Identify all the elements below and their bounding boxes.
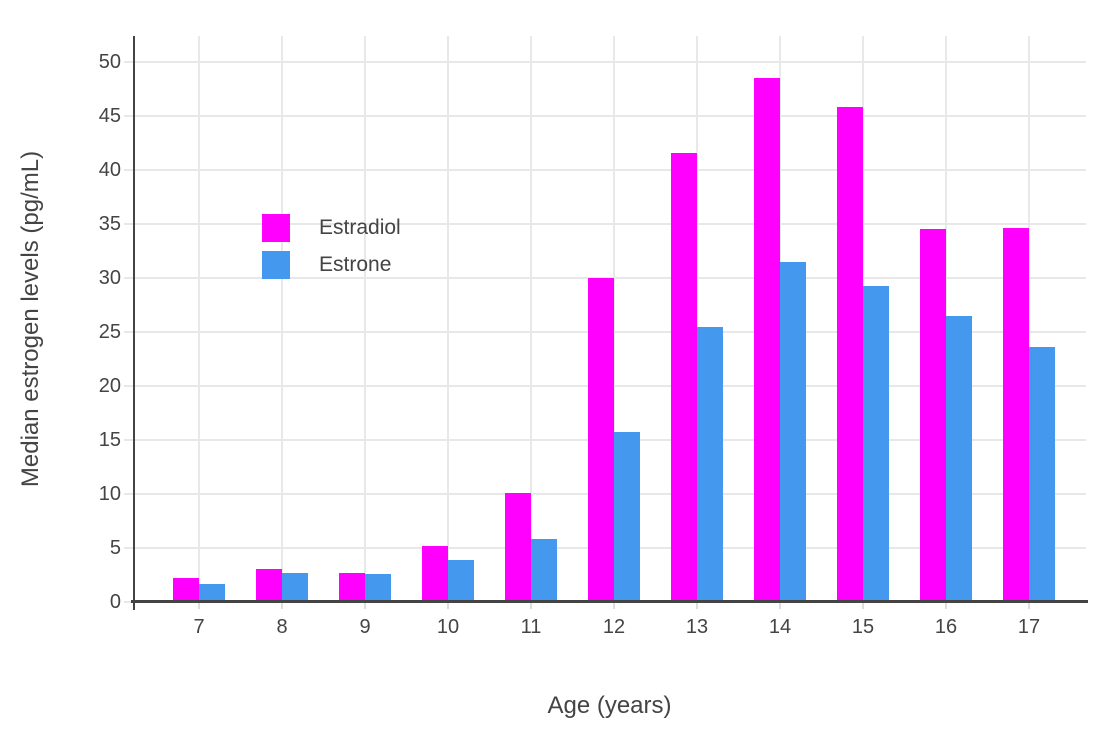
- bar-estradiol-age-16: [920, 229, 946, 602]
- y-tick-label: 5: [109, 536, 121, 559]
- y-gridline: [133, 114, 1086, 117]
- x-tick-mark: [696, 602, 698, 609]
- x-axis-line: [131, 600, 1088, 603]
- bar-estrone-age-15: [863, 285, 889, 602]
- y-tick-label: 30: [98, 266, 121, 289]
- y-tick-mark: [124, 222, 133, 225]
- legend: Estradiol Estrone: [262, 214, 401, 288]
- x-tick-mark: [530, 602, 532, 609]
- legend-label: Estradiol: [319, 216, 401, 239]
- bar-estrone-age-17: [1029, 347, 1055, 602]
- bar-estradiol-age-9: [339, 572, 365, 602]
- x-gridline: [1028, 36, 1030, 602]
- x-tick-label: 13: [685, 616, 709, 638]
- x-tick-label: 15: [851, 616, 875, 638]
- x-gridline: [198, 36, 200, 602]
- y-tick-mark: [124, 330, 133, 333]
- x-tick-mark: [1028, 602, 1030, 609]
- x-tick-label: 12: [602, 616, 626, 638]
- y-tick-mark: [124, 546, 133, 549]
- y-tick-mark: [124, 438, 133, 441]
- x-tick-label: 11: [520, 616, 542, 638]
- bar-estrone-age-7: [199, 583, 225, 602]
- y-gridline: [133, 168, 1086, 171]
- y-tick-mark: [124, 60, 133, 63]
- bar-estradiol-age-13: [671, 152, 697, 602]
- bar-estradiol-age-15: [837, 107, 863, 602]
- y-tick-mark: [124, 601, 133, 603]
- x-gridline: [696, 36, 698, 602]
- legend-label: Estrone: [319, 253, 392, 276]
- x-tick-label: 10: [436, 616, 460, 638]
- y-axis-line: [133, 36, 135, 602]
- y-axis-origin-tick: [133, 602, 135, 610]
- x-gridline: [364, 36, 366, 602]
- legend-item-estrone[interactable]: Estrone: [262, 251, 401, 279]
- bar-estradiol-age-14: [754, 78, 780, 602]
- y-tick-label: 35: [98, 212, 121, 235]
- y-tick-label: 15: [98, 428, 121, 451]
- legend-swatch-estrone-icon: [262, 251, 290, 279]
- y-tick-label: 10: [98, 482, 121, 505]
- x-tick-mark: [447, 602, 449, 609]
- x-tick-mark: [862, 602, 864, 609]
- x-tick-label: 8: [276, 616, 288, 638]
- x-tick-mark: [779, 602, 781, 609]
- bar-estrone-age-12: [614, 432, 640, 602]
- bar-estradiol-age-11: [505, 492, 531, 602]
- x-gridline: [613, 36, 615, 602]
- legend-item-estradiol[interactable]: Estradiol: [262, 214, 401, 242]
- y-gridline: [133, 222, 1086, 225]
- y-tick-label: 40: [98, 158, 121, 181]
- y-tick-mark: [124, 492, 133, 495]
- x-tick-mark: [945, 602, 947, 609]
- y-tick-label: 50: [98, 50, 121, 73]
- y-axis-title: Median estrogen levels (pg/mL): [17, 150, 44, 488]
- x-tick-label: 14: [768, 616, 792, 638]
- bar-estradiol-age-12: [588, 277, 614, 602]
- x-gridline: [530, 36, 532, 602]
- x-tick-mark: [198, 602, 200, 609]
- y-tick-mark: [124, 114, 133, 117]
- bar-estrone-age-16: [946, 315, 972, 602]
- bar-estrone-age-10: [448, 559, 474, 602]
- x-tick-mark: [281, 602, 283, 609]
- x-gridline: [447, 36, 449, 602]
- x-tick-label: 9: [359, 616, 371, 638]
- y-tick-mark: [124, 168, 133, 171]
- x-tick-mark: [364, 602, 366, 609]
- bar-estradiol-age-10: [422, 545, 448, 602]
- y-tick-label: 20: [98, 374, 121, 397]
- x-gridline: [281, 36, 283, 602]
- bar-estradiol-age-17: [1003, 228, 1029, 602]
- x-tick-label: 7: [193, 616, 205, 638]
- y-tick-mark: [124, 384, 133, 387]
- bar-estrone-age-14: [780, 261, 806, 602]
- x-tick-mark: [613, 602, 615, 609]
- y-tick-label: 25: [98, 320, 121, 343]
- bar-estrone-age-13: [697, 326, 723, 602]
- legend-swatch-estradiol-icon: [262, 214, 290, 242]
- x-axis-title: Age (years): [547, 692, 672, 719]
- y-gridline: [133, 60, 1086, 63]
- bar-estrone-age-8: [282, 572, 308, 602]
- y-tick-label: 0: [109, 591, 121, 613]
- x-tick-label: 17: [1017, 616, 1041, 638]
- bar-estrone-age-11: [531, 539, 557, 602]
- y-tick-label: 45: [98, 104, 121, 127]
- plot-area: 0 5 10 15 20 25 30 35 40 45 50 7 8 9 10 11 12 13 14 15 16 17: [99, 36, 1088, 638]
- bar-estradiol-age-7: [173, 578, 199, 602]
- x-tick-label: 16: [934, 616, 958, 638]
- bar-estradiol-age-8: [256, 568, 282, 602]
- y-tick-mark: [124, 276, 133, 279]
- bar-estrone-age-9: [365, 573, 391, 602]
